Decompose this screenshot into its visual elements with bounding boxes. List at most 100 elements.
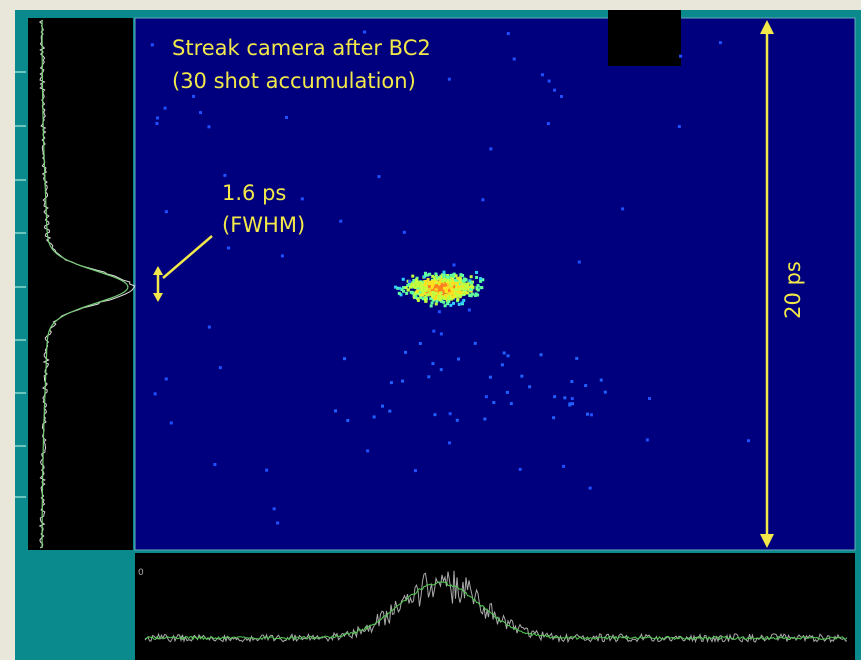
electron-hits: [150, 30, 751, 525]
hit: [300, 197, 304, 201]
hit: [424, 289, 428, 293]
hit: [451, 280, 455, 284]
hit: [437, 288, 441, 292]
hit: [434, 292, 438, 296]
hit: [447, 288, 451, 292]
hit: [413, 469, 417, 473]
hit: [420, 283, 424, 287]
hit: [439, 282, 443, 286]
lineout-zero: 0: [138, 568, 144, 578]
hit: [381, 404, 385, 408]
hit: [434, 294, 438, 298]
hit: [469, 275, 473, 279]
hit: [406, 288, 410, 292]
hit: [442, 289, 446, 293]
hit: [464, 283, 468, 287]
hit: [427, 281, 431, 285]
mask-block: [608, 10, 681, 66]
hit: [430, 280, 434, 284]
hit: [426, 273, 430, 277]
hit: [463, 292, 467, 296]
hit: [398, 286, 402, 290]
hit: [448, 292, 452, 296]
hit: [416, 291, 420, 295]
hit: [430, 286, 434, 290]
hit: [444, 289, 448, 293]
hit: [423, 297, 427, 301]
vertical-lineout-fit: [41, 20, 129, 548]
hit: [452, 284, 456, 288]
hit: [207, 325, 211, 329]
hit: [440, 288, 444, 292]
hit: [424, 281, 428, 285]
hit: [570, 397, 574, 401]
hit: [430, 282, 434, 286]
hit: [539, 353, 543, 357]
hit: [439, 285, 443, 289]
hit: [409, 285, 413, 289]
hit: [452, 263, 456, 267]
hit: [377, 175, 381, 179]
hit: [506, 354, 510, 358]
hit: [448, 294, 452, 298]
hit: [441, 279, 445, 283]
hit: [424, 299, 428, 303]
hit: [432, 282, 436, 286]
hit: [474, 292, 478, 296]
hit: [442, 270, 446, 274]
hit: [459, 273, 463, 277]
hit: [454, 295, 458, 299]
hit: [207, 125, 211, 129]
hit: [423, 271, 427, 275]
hit: [418, 291, 422, 295]
hit: [334, 409, 338, 413]
hit: [458, 277, 462, 281]
hit: [431, 289, 435, 293]
hit: [433, 288, 437, 292]
hit: [407, 281, 411, 285]
hit: [155, 122, 159, 126]
hit: [456, 294, 460, 298]
hit: [492, 401, 496, 405]
hit: [442, 273, 446, 277]
hit: [461, 274, 465, 278]
horizontal-lineout: [144, 570, 848, 644]
hit: [227, 246, 231, 250]
hit: [447, 77, 451, 81]
hit: [199, 111, 203, 115]
hit: [454, 278, 458, 282]
hit: [285, 115, 289, 119]
hit: [509, 402, 513, 406]
hit: [546, 122, 550, 126]
hit: [419, 295, 423, 299]
hit: [455, 282, 459, 286]
hit: [469, 288, 473, 292]
width-note: (FWHM): [222, 213, 305, 237]
hit: [454, 284, 458, 288]
hit: [416, 286, 420, 290]
hit: [416, 280, 420, 284]
hit: [488, 375, 492, 379]
hit: [427, 293, 431, 297]
hit: [476, 293, 480, 297]
hit: [547, 79, 551, 83]
hit: [506, 32, 510, 36]
annotation-arrows: [153, 20, 774, 548]
hit: [452, 273, 456, 277]
hit: [459, 291, 463, 295]
hit: [213, 462, 217, 466]
hit: [466, 291, 470, 295]
hit: [446, 278, 450, 282]
hit: [473, 341, 477, 345]
hit: [404, 350, 408, 354]
hit: [438, 298, 442, 302]
hit: [475, 275, 479, 279]
hit: [433, 276, 437, 280]
hit: [431, 362, 435, 366]
hit: [415, 282, 419, 286]
hit: [460, 284, 464, 288]
hit: [718, 41, 722, 45]
hit: [431, 291, 435, 295]
hit: [570, 380, 574, 384]
